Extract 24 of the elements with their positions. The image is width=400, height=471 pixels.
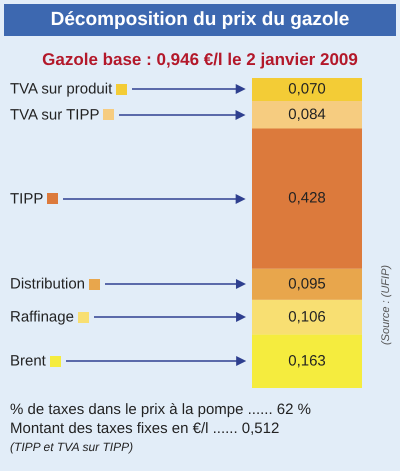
data-label: 0,095 xyxy=(288,275,326,292)
text: % de taxes dans le prix à la pompe ...... 62 % xyxy=(10,400,311,419)
legend-label: Distribution xyxy=(10,276,86,293)
bar xyxy=(252,334,362,388)
bar xyxy=(252,78,362,101)
text: (TIPP et TVA sur TIPP) xyxy=(10,439,134,456)
bar xyxy=(252,128,362,269)
bar xyxy=(252,100,362,128)
text: Montant des taxes fixes en €/l ...... 0,512 xyxy=(10,419,280,438)
data-label: 0,084 xyxy=(288,106,326,123)
bar xyxy=(252,268,362,300)
data-label: 0,070 xyxy=(288,80,326,98)
legend-label: Brent xyxy=(10,352,46,370)
data-label: 0,163 xyxy=(288,352,326,370)
chart-title: Décomposition du prix du gazole xyxy=(4,4,396,36)
legend-label: TVA sur TIPP xyxy=(10,106,100,124)
legend-label: TVA sur produit xyxy=(10,80,112,98)
chart-subtitle: Gazole base : 0,946 €/l le 2 janvier 2009 xyxy=(41,50,359,70)
legend-label: Raffinage xyxy=(10,308,74,326)
data-label: 0,106 xyxy=(288,308,326,326)
legend-label: TIPP xyxy=(10,190,44,208)
text: (Source : (UFIP) xyxy=(380,264,392,345)
bar xyxy=(252,300,362,335)
data-label: 0,428 xyxy=(288,190,326,207)
